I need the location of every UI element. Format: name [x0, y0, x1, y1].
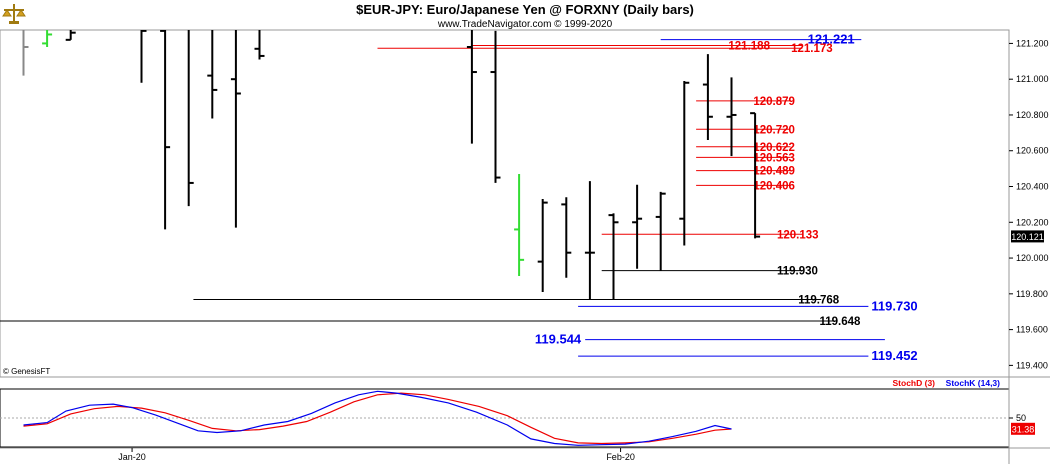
level-label-11: 119.768 [798, 295, 840, 307]
price-bar-15 [608, 213, 619, 300]
stochD-line [23, 392, 732, 445]
level-label-1: 121.188 [728, 41, 770, 53]
stochK-line [23, 390, 732, 446]
chart-subtitle: www.TradeNavigator.com © 1999-2020 [437, 19, 613, 30]
price-tick-label-5: 120.200 [1016, 217, 1049, 227]
price-axis: 121.200 121.000 120.800 120.600 120.400 120.2… [1009, 38, 1049, 370]
level-label-15: 119.452 [871, 348, 917, 363]
price-tick-label-3: 120.600 [1016, 146, 1049, 156]
level-label-14: 119.544 [535, 332, 582, 347]
stoch-tick-label: 50 [1016, 413, 1026, 423]
current-price-label: 120.121 [1011, 232, 1044, 242]
price-bar-8 [254, 30, 265, 60]
price-bar-13 [561, 197, 572, 278]
level-label-3: 120.879 [753, 96, 795, 108]
price-bar-12 [537, 199, 548, 293]
price-bar-7 [230, 30, 241, 228]
current-price-box [1011, 230, 1044, 243]
price-bar-2 [65, 30, 76, 41]
logo-icon [2, 4, 26, 24]
level-label-8: 120.406 [753, 180, 795, 192]
price-bar-9 [466, 30, 477, 144]
level-label-2: 121.173 [791, 43, 833, 55]
price-bars [18, 30, 761, 300]
level-lines: 121.221 121.188 121.173 120.879 120.720 120.6… [0, 32, 918, 363]
level-label-4: 120.720 [753, 124, 795, 136]
price-bar-17 [655, 191, 666, 271]
price-bar-14 [584, 181, 595, 300]
legend-stochK: StochK (14,3) [946, 378, 1000, 388]
level-label-13: 119.648 [819, 316, 861, 328]
copyright-label: © GenesisFT [3, 367, 50, 376]
price-bar-16 [632, 184, 643, 269]
price-tick-label-7: 119.800 [1016, 289, 1048, 299]
level-label-10: 119.930 [777, 266, 818, 278]
level-label-6: 120.563 [753, 152, 795, 164]
level-label-5: 120.622 [753, 142, 795, 154]
price-tick-label-9: 119.400 [1016, 360, 1048, 370]
price-bar-11 [514, 173, 525, 276]
price-tick-label-6: 120.000 [1016, 253, 1049, 263]
price-bar-4 [160, 30, 171, 230]
price-bar-0 [18, 30, 29, 76]
price-bar-5 [187, 30, 194, 207]
current-price-marker: 120.121 [1011, 230, 1044, 243]
time-tick-label-1: Feb-20 [606, 452, 635, 462]
price-tick-label-2: 120.800 [1016, 110, 1049, 120]
legend-stochD: StochD (3) [893, 378, 936, 388]
stochastic-panel: 50 StochD (3) StochK (14,3) 31.38 [0, 378, 1035, 446]
level-label-0: 121.221 [808, 32, 855, 47]
level-label-12: 119.730 [871, 298, 917, 313]
stoch-current-label: 31.38 [1012, 424, 1035, 434]
time-axis: Jan-20 Feb-20 [118, 448, 635, 462]
stoch-current-box [1011, 422, 1035, 435]
level-label-7: 120.489 [753, 166, 795, 178]
price-bar-6 [207, 30, 218, 119]
price-tick-label-8: 119.600 [1016, 325, 1048, 335]
price-bar-10 [490, 30, 501, 183]
price-tick-label-1: 121.000 [1016, 74, 1049, 84]
price-bar-3 [140, 30, 147, 83]
price-bar-18 [679, 80, 690, 246]
price-bar-19 [702, 54, 713, 141]
price-tick-label-0: 121.200 [1016, 38, 1049, 48]
price-tick-label-4: 120.400 [1016, 182, 1049, 192]
level-label-9: 120.133 [777, 229, 819, 241]
chart-title: $EUR-JPY: Euro/Japanese Yen @ FORXNY (Da… [356, 2, 694, 17]
time-tick-label-0: Jan-20 [118, 452, 146, 462]
price-bar-1 [42, 30, 53, 47]
price-bar-21 [750, 112, 761, 239]
price-bar-20 [726, 77, 737, 157]
